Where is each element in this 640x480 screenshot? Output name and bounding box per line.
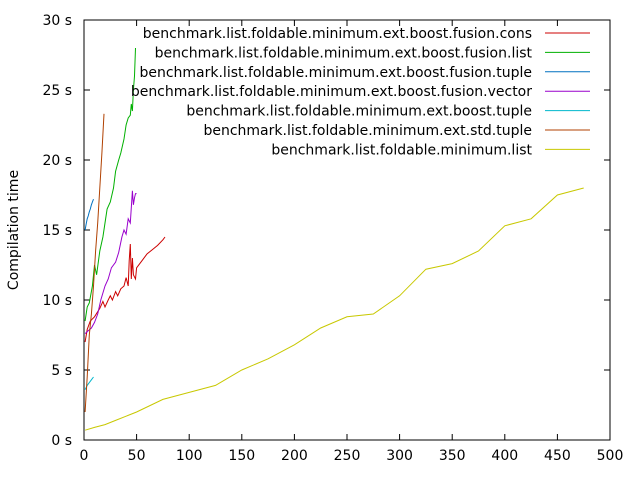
legend-label: benchmark.list.foldable.minimum.ext.boos… [155,45,533,61]
plot-frame [83,19,611,441]
x-tick-label: 0 [80,448,89,464]
series-line-3 [84,199,94,231]
x-tick-label: 100 [176,448,203,464]
x-tick-label: 350 [439,448,466,464]
x-tick-label: 200 [281,448,308,464]
y-tick-label: 5 s [51,363,72,379]
y-axis-title: Compilation time [6,170,22,290]
legend-label: benchmark.list.foldable.minimum.ext.std.… [203,123,532,139]
x-tick-label: 500 [597,448,624,464]
y-tick-label: 0 s [51,433,72,449]
y-tick-label: 10 s [42,293,72,309]
axis-ticks: 0 50 100 150 200 250 300 350 400 450 500 0 s 5 s 10 s… [42,13,623,464]
series-line-7 [84,187,584,431]
x-tick-label: 450 [544,448,571,464]
series-line-1 [84,236,166,343]
legend-label: benchmark.list.foldable.minimum.list [271,142,532,158]
series-line-4 [84,190,137,334]
legend-label: benchmark.list.foldable.minimum.ext.boos… [143,26,532,42]
x-tick-label: 50 [128,448,146,464]
x-tick-label: 250 [334,448,361,464]
legend-label: benchmark.list.foldable.minimum.ext.boos… [131,84,532,100]
x-tick-label: 300 [386,448,413,464]
x-tick-label: 150 [228,448,255,464]
y-axis-title-group: Compilation time [6,170,22,290]
y-tick-label: 30 s [42,13,72,29]
y-tick-label: 20 s [42,153,72,169]
series-line-6 [84,113,105,413]
legend-label: benchmark.list.foldable.minimum.ext.boos… [186,104,532,120]
legend: benchmark.list.foldable.minimum.ext.boos… [131,26,590,158]
y-tick-label: 25 s [42,83,72,99]
series-lines [84,47,584,431]
y-tick-label: 15 s [42,223,72,239]
plot-border [83,19,611,441]
x-tick-label: 400 [491,448,518,464]
legend-label: benchmark.list.foldable.minimum.ext.boos… [139,65,532,81]
